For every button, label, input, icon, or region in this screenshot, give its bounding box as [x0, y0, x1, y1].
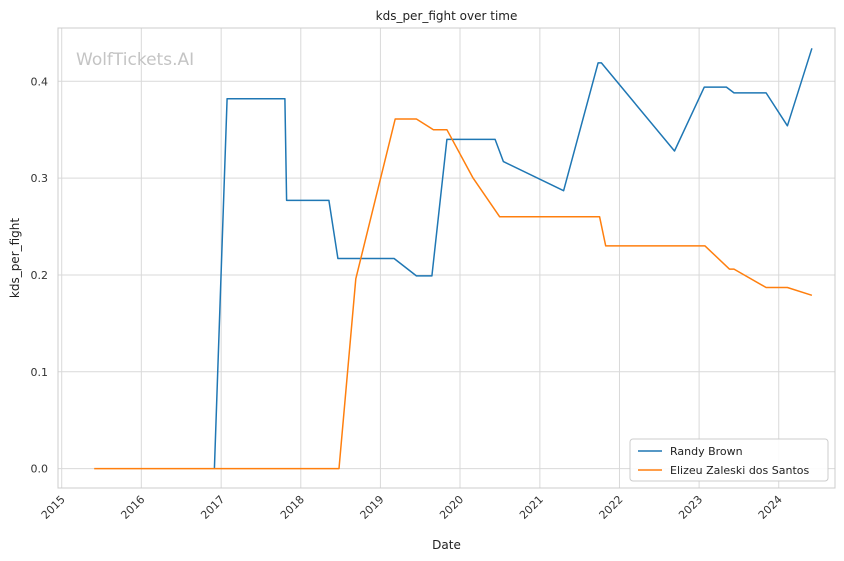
- legend-label: Randy Brown: [670, 445, 743, 458]
- x-tick-label: 2023: [676, 493, 705, 522]
- x-tick-label: 2022: [597, 493, 626, 522]
- series-lines: [94, 48, 813, 470]
- plot-frame: [57, 27, 836, 489]
- legend: Randy Brown Elizeu Zaleski dos Santos: [629, 438, 829, 482]
- y-tick-label: 0.2: [31, 269, 49, 282]
- chart-title: kds_per_fight over time: [376, 9, 518, 23]
- y-tick-label: 0.3: [31, 172, 49, 185]
- legend-box: [629, 438, 829, 482]
- x-tick-label: 2016: [118, 493, 147, 522]
- x-tick-label: 2019: [358, 493, 387, 522]
- y-tick-label: 0.4: [31, 75, 49, 88]
- y-axis-ticks: 0.0 0.1 0.2 0.3 0.4: [31, 75, 49, 475]
- x-tick-label: 2021: [517, 493, 546, 522]
- y-axis-label: kds_per_fight: [8, 218, 22, 299]
- watermark-text: WolfTickets.AI: [76, 50, 194, 70]
- x-tick-label: 2020: [437, 493, 466, 522]
- x-axis-ticks: 2015 2016 2017 2018 2019 2020 2021 2022 2023 2024: [39, 493, 785, 522]
- x-tick-label: 2024: [756, 493, 785, 522]
- y-tick-label: 0.0: [31, 463, 49, 476]
- x-tick-label: 2015: [39, 493, 68, 522]
- x-axis-label: Date: [432, 538, 461, 552]
- series-line-1: [213, 48, 813, 469]
- series-line-2: [94, 118, 813, 470]
- legend-label: Elizeu Zaleski dos Santos: [670, 464, 810, 477]
- x-tick-label: 2018: [278, 493, 307, 522]
- y-tick-label: 0.1: [31, 366, 49, 379]
- x-tick-label: 2017: [198, 493, 227, 522]
